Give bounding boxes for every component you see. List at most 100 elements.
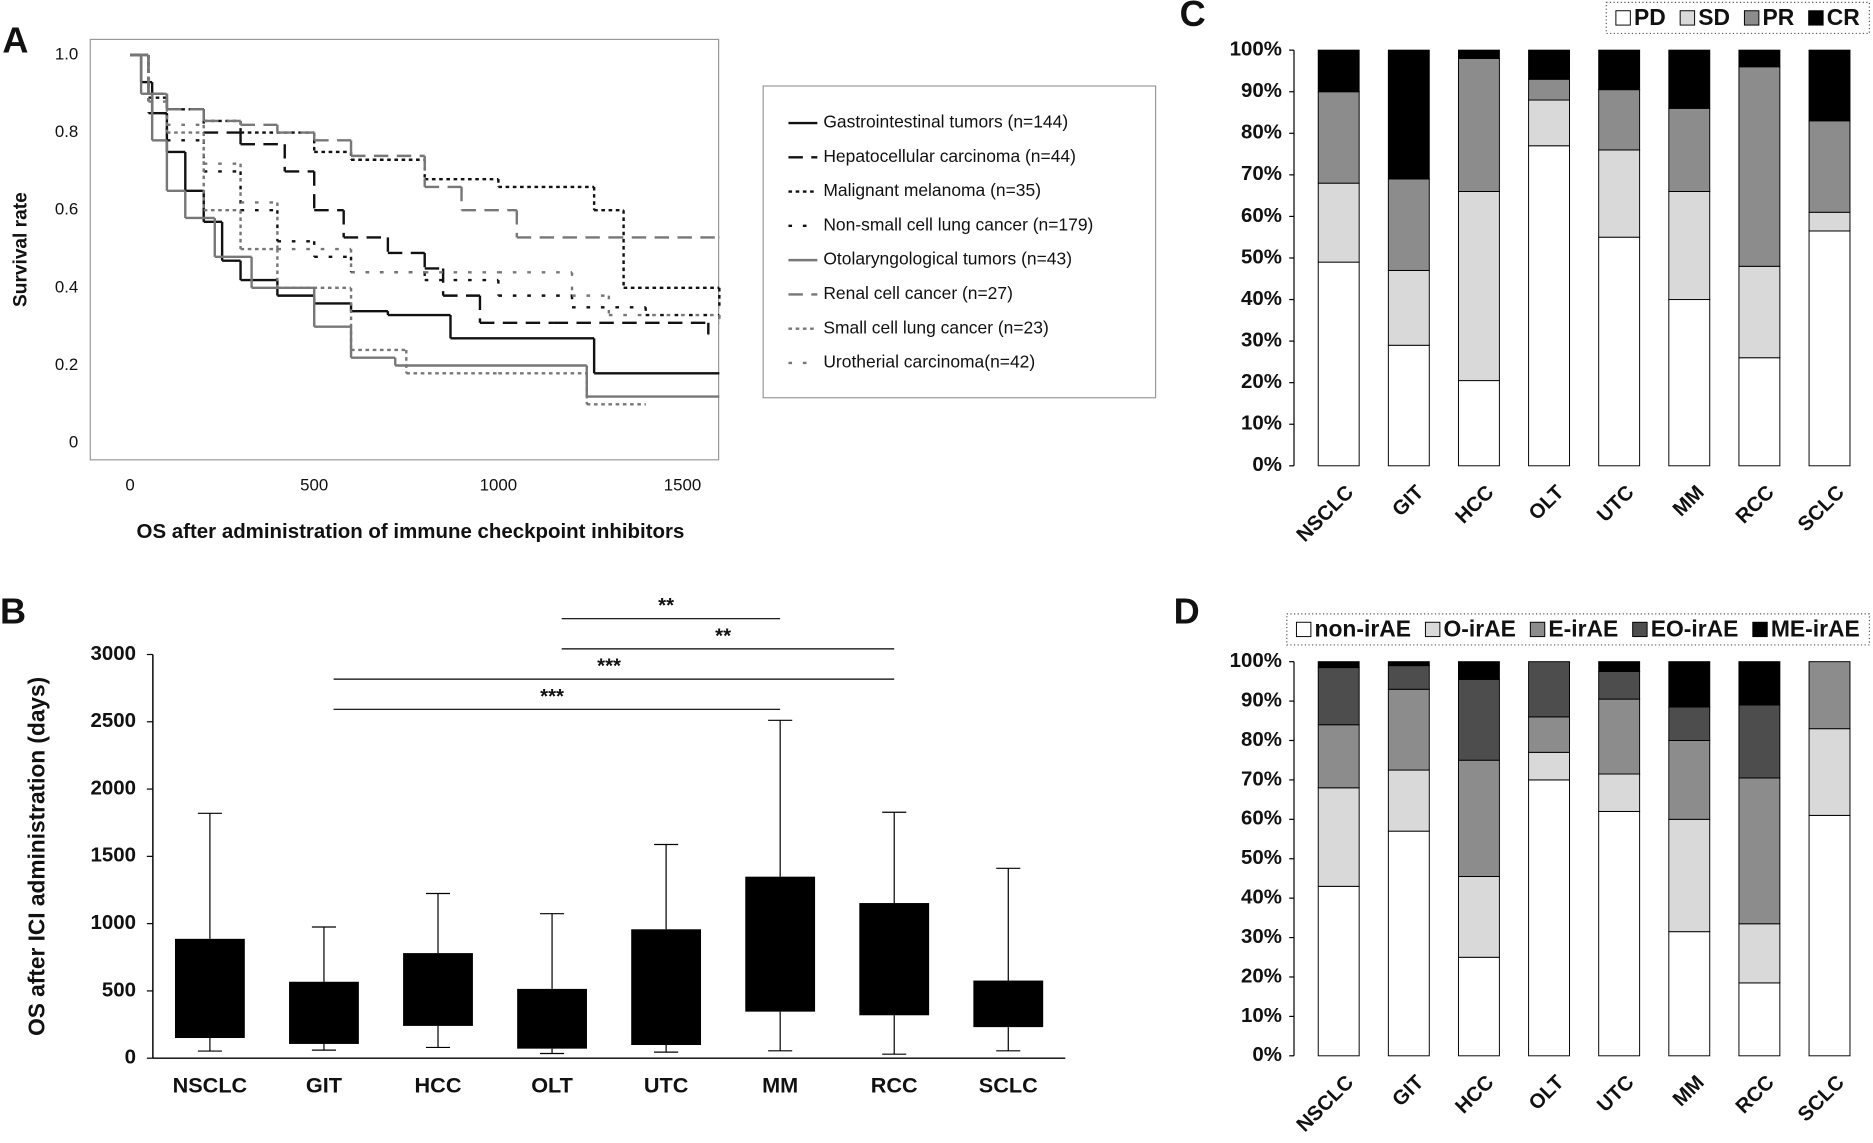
y-axis-title: OS after ICI administration (days) <box>23 677 49 1036</box>
y-axis-title: Survival rate <box>11 192 32 307</box>
x-tick-label: RCC <box>1732 481 1779 528</box>
y-tick-label: 10% <box>1241 1005 1282 1027</box>
y-tick-label: 10% <box>1241 413 1282 435</box>
legend-box <box>1286 613 1870 646</box>
x-tick-label: GIT <box>1388 1071 1428 1111</box>
y-tick-label: 70% <box>1241 768 1282 790</box>
bar-segment <box>1738 357 1781 467</box>
bar-segment <box>1317 261 1360 467</box>
bar-segment <box>1808 661 1851 730</box>
bar-segment <box>1808 49 1851 122</box>
y-tick-label: 0.6 <box>55 200 78 219</box>
significance-label: *** <box>540 686 564 708</box>
x-tick-label: 1500 <box>664 476 701 495</box>
x-tick-label: RCC <box>871 1073 918 1098</box>
legend-label: EO-irAE <box>1651 616 1739 642</box>
x-tick-label: UTC <box>1593 481 1639 526</box>
box <box>174 938 245 1039</box>
legend-swatch <box>1295 621 1312 638</box>
y-tick-label: 100% <box>1230 39 1282 61</box>
bar-segment <box>1598 810 1641 1057</box>
bar-segment <box>1528 779 1570 1057</box>
legend-label: non-irAE <box>1315 616 1411 642</box>
legend-label: PD <box>1634 4 1666 30</box>
panel-letter: B <box>0 590 26 631</box>
bar-segment <box>1598 89 1641 151</box>
legend-swatch <box>1632 621 1648 638</box>
bar-segment <box>1387 688 1430 771</box>
y-tick-label: 20% <box>1241 965 1282 987</box>
bar-segment <box>1598 698 1641 775</box>
bar-segment <box>1457 759 1500 877</box>
bar-segment <box>1668 818 1711 933</box>
y-tick-label: 60% <box>1241 808 1282 830</box>
significance-label: ** <box>715 625 731 647</box>
bar-segment <box>1738 923 1781 984</box>
x-axis-title: OS after administration of immune checkp… <box>137 521 685 543</box>
bar-segment <box>1598 671 1641 700</box>
bar-segment <box>1387 665 1430 690</box>
bar-segment <box>1387 769 1430 832</box>
y-tick-label: 0.4 <box>55 277 78 296</box>
km-curve <box>130 53 710 335</box>
bar-segment <box>1457 49 1500 59</box>
bar-segment <box>1317 182 1360 263</box>
bar-segment <box>1528 716 1570 753</box>
bar-segment <box>1598 49 1641 91</box>
y-tick-label: 3000 <box>91 643 137 665</box>
legend-label: Non-small cell lung cancer (n=179) <box>823 214 1093 234</box>
x-tick-label: NSCLC <box>1293 481 1359 546</box>
bar-segment <box>1668 191 1711 301</box>
bar-segment <box>1317 49 1360 93</box>
x-tick-label: SCLC <box>1794 1071 1849 1126</box>
x-tick-label: HCC <box>1451 481 1498 528</box>
y-tick-label: 1000 <box>91 912 137 934</box>
km-curve <box>130 53 720 398</box>
bar-segment <box>1317 885 1360 1057</box>
y-tick-label: 70% <box>1241 163 1282 185</box>
box <box>289 981 359 1044</box>
x-tick-label: UTC <box>644 1073 689 1098</box>
x-tick-label: GIT <box>1388 481 1428 521</box>
bar-segment <box>1387 661 1430 667</box>
legend-swatch <box>1808 10 1824 26</box>
legend-label: SD <box>1698 4 1730 30</box>
bar-segment <box>1738 265 1781 359</box>
legend: PD SD PR CR <box>1615 4 1860 30</box>
bar-segment <box>1528 99 1570 147</box>
legend: non-irAE O-irAE E-irAE EO-irAE ME-irAE <box>1295 616 1860 642</box>
x-tick-label: NSCLC <box>1293 1071 1359 1136</box>
panel-letter: C <box>1180 0 1206 34</box>
bar-segment <box>1457 191 1500 382</box>
bar-segment <box>1668 661 1711 708</box>
x-tick-label: UTC <box>1593 1071 1639 1116</box>
y-tick-label: 0% <box>1252 1044 1282 1066</box>
bar-segment <box>1598 661 1641 673</box>
km-curve <box>130 53 720 375</box>
legend-label: PR <box>1762 4 1794 30</box>
y-tick-label: 2500 <box>91 710 137 732</box>
legend-label: Malignant melanoma (n=35) <box>823 180 1041 200</box>
x-tick-label: RCC <box>1732 1071 1779 1118</box>
bar-segment <box>1528 49 1570 80</box>
bar-segment <box>1808 814 1851 1057</box>
bar-segment <box>1808 230 1851 467</box>
legend-box <box>1605 1 1870 35</box>
panel-letter: A <box>2 20 28 61</box>
bar-segment <box>1598 236 1641 467</box>
bar-segment <box>1528 751 1570 781</box>
y-tick-label: 40% <box>1241 887 1282 909</box>
bar-segment <box>1738 49 1781 68</box>
panel-letter: D <box>1174 590 1200 631</box>
x-tick-label: 500 <box>300 476 328 495</box>
y-tick-label: 60% <box>1241 205 1282 227</box>
legend-label: E-irAE <box>1548 616 1618 642</box>
legend-swatch <box>1752 621 1768 638</box>
plot-frame <box>89 38 720 461</box>
bar-segment <box>1317 661 1360 669</box>
y-tick-label: 0 <box>125 1047 136 1069</box>
x-tick-label: MM <box>1669 482 1709 521</box>
y-tick-label: 1500 <box>91 845 137 867</box>
